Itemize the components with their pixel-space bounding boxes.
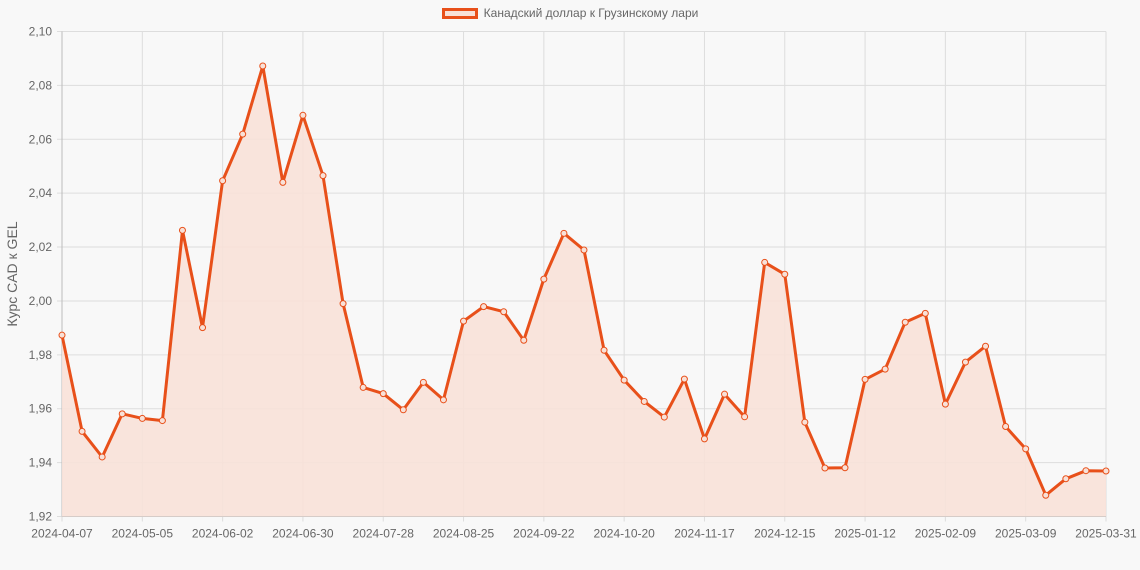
x-tick-label: 2024-07-28 bbox=[353, 527, 415, 541]
data-point[interactable] bbox=[1062, 475, 1070, 483]
data-point[interactable] bbox=[299, 111, 307, 119]
x-tick-label: 2024-06-30 bbox=[272, 527, 334, 541]
y-tick-label: 1,94 bbox=[29, 456, 53, 470]
x-tick-label: 2024-10-20 bbox=[593, 527, 655, 541]
x-tick-label: 2024-06-02 bbox=[192, 527, 254, 541]
data-point[interactable] bbox=[580, 246, 588, 254]
data-point[interactable] bbox=[118, 410, 126, 418]
data-point[interactable] bbox=[741, 413, 749, 421]
data-point[interactable] bbox=[700, 435, 708, 443]
data-point[interactable] bbox=[520, 336, 528, 344]
data-point[interactable] bbox=[379, 390, 387, 398]
y-tick-label: 1,92 bbox=[29, 510, 53, 524]
legend-label[interactable]: Канадский доллар к Грузинскому лари bbox=[483, 6, 699, 20]
y-axis-title: Курс CAD к GEL bbox=[4, 221, 20, 326]
data-point[interactable] bbox=[1002, 423, 1010, 431]
data-point[interactable] bbox=[680, 375, 688, 383]
data-point[interactable] bbox=[500, 308, 508, 316]
data-point[interactable] bbox=[460, 317, 468, 325]
x-tick-label: 2024-08-25 bbox=[433, 527, 495, 541]
data-point[interactable] bbox=[841, 464, 849, 472]
data-point[interactable] bbox=[259, 62, 267, 70]
data-point[interactable] bbox=[138, 414, 146, 422]
data-point[interactable] bbox=[98, 453, 106, 461]
data-point[interactable] bbox=[660, 413, 668, 421]
data-point[interactable] bbox=[199, 324, 207, 332]
data-point[interactable] bbox=[1022, 445, 1030, 453]
x-tick-label: 2025-03-31 bbox=[1075, 527, 1137, 541]
data-point[interactable] bbox=[419, 378, 427, 386]
data-point[interactable] bbox=[399, 406, 407, 414]
data-point[interactable] bbox=[821, 464, 829, 472]
x-tick-label: 2025-01-12 bbox=[834, 527, 896, 541]
data-point[interactable] bbox=[761, 258, 769, 266]
data-point[interactable] bbox=[219, 177, 227, 185]
data-point[interactable] bbox=[620, 376, 628, 384]
data-point[interactable] bbox=[941, 400, 949, 408]
data-point[interactable] bbox=[982, 342, 990, 350]
data-point[interactable] bbox=[640, 397, 648, 405]
data-point[interactable] bbox=[881, 365, 889, 373]
y-tick-label: 2,06 bbox=[29, 132, 53, 146]
x-tick-label: 2024-11-17 bbox=[674, 527, 735, 541]
data-point[interactable] bbox=[339, 300, 347, 308]
data-point[interactable] bbox=[1042, 491, 1050, 499]
data-point[interactable] bbox=[801, 418, 809, 426]
data-point[interactable] bbox=[600, 346, 608, 354]
y-tick-label: 2,02 bbox=[29, 240, 53, 254]
data-point[interactable] bbox=[480, 303, 488, 311]
data-point[interactable] bbox=[861, 375, 869, 383]
data-point[interactable] bbox=[901, 318, 909, 326]
data-point[interactable] bbox=[178, 226, 186, 234]
data-point[interactable] bbox=[359, 383, 367, 391]
data-point[interactable] bbox=[78, 427, 86, 435]
x-tick-label: 2025-02-09 bbox=[915, 527, 977, 541]
y-tick-label: 2,08 bbox=[29, 78, 53, 92]
data-point[interactable] bbox=[439, 396, 447, 404]
x-tick-label: 2024-05-05 bbox=[112, 527, 174, 541]
data-point[interactable] bbox=[1102, 467, 1110, 475]
data-point[interactable] bbox=[158, 417, 166, 425]
x-tick-label: 2024-09-22 bbox=[513, 527, 575, 541]
y-tick-label: 2,04 bbox=[29, 186, 53, 200]
data-point[interactable] bbox=[540, 275, 548, 283]
data-point[interactable] bbox=[781, 270, 789, 278]
x-tick-label: 2025-03-09 bbox=[995, 527, 1057, 541]
x-tick-label: 2024-04-07 bbox=[31, 527, 93, 541]
data-point[interactable] bbox=[58, 331, 66, 339]
chart-legend: Канадский доллар к Грузинскому лари bbox=[0, 6, 1140, 20]
data-point[interactable] bbox=[1082, 467, 1090, 475]
data-point[interactable] bbox=[921, 309, 929, 317]
data-point[interactable] bbox=[961, 358, 969, 366]
y-tick-label: 2,10 bbox=[29, 25, 53, 39]
data-point[interactable] bbox=[560, 229, 568, 237]
series-area-fill bbox=[62, 66, 1106, 517]
y-tick-label: 1,96 bbox=[29, 402, 53, 416]
data-point[interactable] bbox=[279, 178, 287, 186]
data-point[interactable] bbox=[721, 390, 729, 398]
data-point[interactable] bbox=[239, 130, 247, 138]
y-tick-label: 2,00 bbox=[29, 294, 53, 308]
legend-swatch-icon[interactable] bbox=[441, 7, 478, 19]
data-point[interactable] bbox=[319, 172, 327, 180]
y-tick-label: 1,98 bbox=[29, 348, 53, 362]
x-tick-label: 2024-12-15 bbox=[754, 527, 816, 541]
